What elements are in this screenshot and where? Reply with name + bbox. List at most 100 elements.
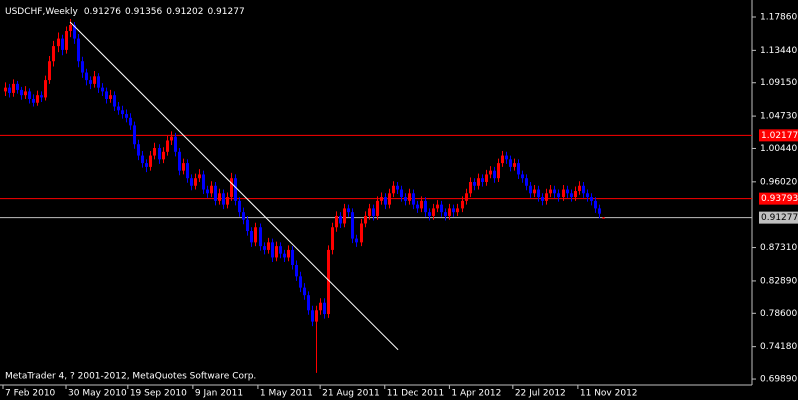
candle-body — [36, 95, 39, 103]
candle-body — [351, 212, 354, 239]
candle-body — [521, 174, 524, 179]
candle-body — [497, 163, 500, 179]
candle-body — [537, 189, 540, 198]
candle-body — [279, 246, 282, 254]
candle-body — [109, 95, 112, 99]
candle-body — [214, 185, 217, 201]
candle-body — [105, 91, 108, 99]
price-label: 1.02177 — [761, 131, 798, 141]
candle-body — [125, 114, 128, 118]
candle-body — [129, 117, 132, 126]
candle-body — [416, 204, 419, 209]
candle-body — [283, 253, 286, 258]
candle-body — [210, 185, 213, 194]
candle-body — [16, 83, 19, 90]
candle-body — [242, 212, 245, 220]
candle-body — [412, 193, 415, 205]
y-tick-label: 0.69890 — [760, 375, 797, 385]
candle-body — [541, 197, 544, 201]
candle-body — [562, 189, 565, 198]
candle-body — [158, 148, 161, 160]
candle-body — [52, 46, 55, 62]
candle-body — [61, 38, 64, 50]
candle-body — [4, 87, 7, 92]
candle-body — [364, 215, 367, 224]
candle-body — [182, 163, 185, 171]
candle-body — [194, 178, 197, 186]
footer: MetaTrader 4, ? 2001-2012, MetaQuotes So… — [5, 372, 256, 382]
candle-body — [444, 212, 447, 216]
candle-body — [246, 219, 249, 232]
candle-body — [287, 249, 290, 258]
candle-body — [493, 170, 496, 179]
candle-body — [343, 208, 346, 224]
candle-body — [452, 208, 455, 213]
candle-body — [20, 89, 23, 96]
y-tick-label: 1.00440 — [760, 144, 797, 154]
candle-body — [360, 223, 363, 243]
candle-body — [590, 197, 593, 201]
candle-body — [368, 208, 371, 216]
candle-body — [331, 227, 334, 250]
x-tick-label: 1 May 2011 — [260, 389, 313, 399]
candle-body — [355, 238, 358, 243]
x-tick-label: 11 Dec 2011 — [387, 389, 445, 399]
candle-body — [133, 125, 136, 145]
candle-body — [384, 197, 387, 205]
x-tick-label: 21 Aug 2011 — [322, 389, 380, 399]
x-tick-label: 22 Jul 2012 — [515, 389, 566, 399]
price-label: 0.93793 — [761, 194, 798, 204]
candle-body — [234, 178, 237, 201]
candle-body — [69, 25, 72, 32]
candle-body — [65, 31, 68, 50]
candle-body — [428, 212, 431, 216]
candle-body — [465, 193, 468, 201]
candle-body — [271, 242, 274, 258]
trendline — [69, 21, 399, 351]
candle-body — [97, 76, 100, 88]
candle-body — [101, 87, 104, 92]
candle-body — [238, 200, 241, 213]
candle-body — [594, 200, 597, 209]
x-tick-label: 7 Feb 2010 — [5, 389, 56, 399]
candle-body — [263, 246, 266, 250]
candle-body — [202, 174, 205, 190]
candle-body — [57, 38, 60, 47]
candle-body — [93, 76, 96, 84]
symbol: USDCHF,Weekly — [5, 7, 78, 17]
candle-body — [267, 242, 270, 250]
candle-body — [12, 83, 15, 93]
candle-body — [299, 276, 302, 288]
candle-body — [24, 91, 27, 96]
candle-body — [549, 189, 552, 194]
y-tick-label: 1.13440 — [760, 46, 797, 56]
high-value: 0.91356 — [125, 7, 162, 17]
candle-body — [574, 191, 577, 198]
candle-body — [89, 80, 92, 84]
y-tick-label: 0.74180 — [760, 342, 797, 352]
candle-body — [162, 151, 165, 160]
candle-body — [319, 302, 322, 311]
candle-body — [473, 181, 476, 186]
x-tick-label: 1 Apr 2012 — [451, 389, 501, 399]
candle-body — [327, 249, 330, 315]
candle-body — [582, 185, 585, 194]
candle-body — [291, 249, 294, 265]
candle-body — [440, 204, 443, 213]
candle-body — [153, 148, 156, 156]
x-tick-label: 19 Sep 2010 — [130, 389, 187, 399]
candle-body — [525, 178, 528, 186]
candle-body — [566, 189, 569, 194]
candle-body — [117, 106, 120, 111]
candle-body — [392, 185, 395, 194]
candle-body — [48, 61, 51, 81]
candle-body — [489, 170, 492, 175]
candle-body — [570, 193, 573, 198]
candle-body — [602, 217, 605, 219]
y-tick-label: 1.17860 — [760, 13, 797, 23]
chart-title: USDCHF,Weekly 0.91276 0.91356 0.91202 0.9127… — [5, 7, 245, 17]
candle-body — [400, 189, 403, 198]
candle-body — [254, 227, 257, 243]
